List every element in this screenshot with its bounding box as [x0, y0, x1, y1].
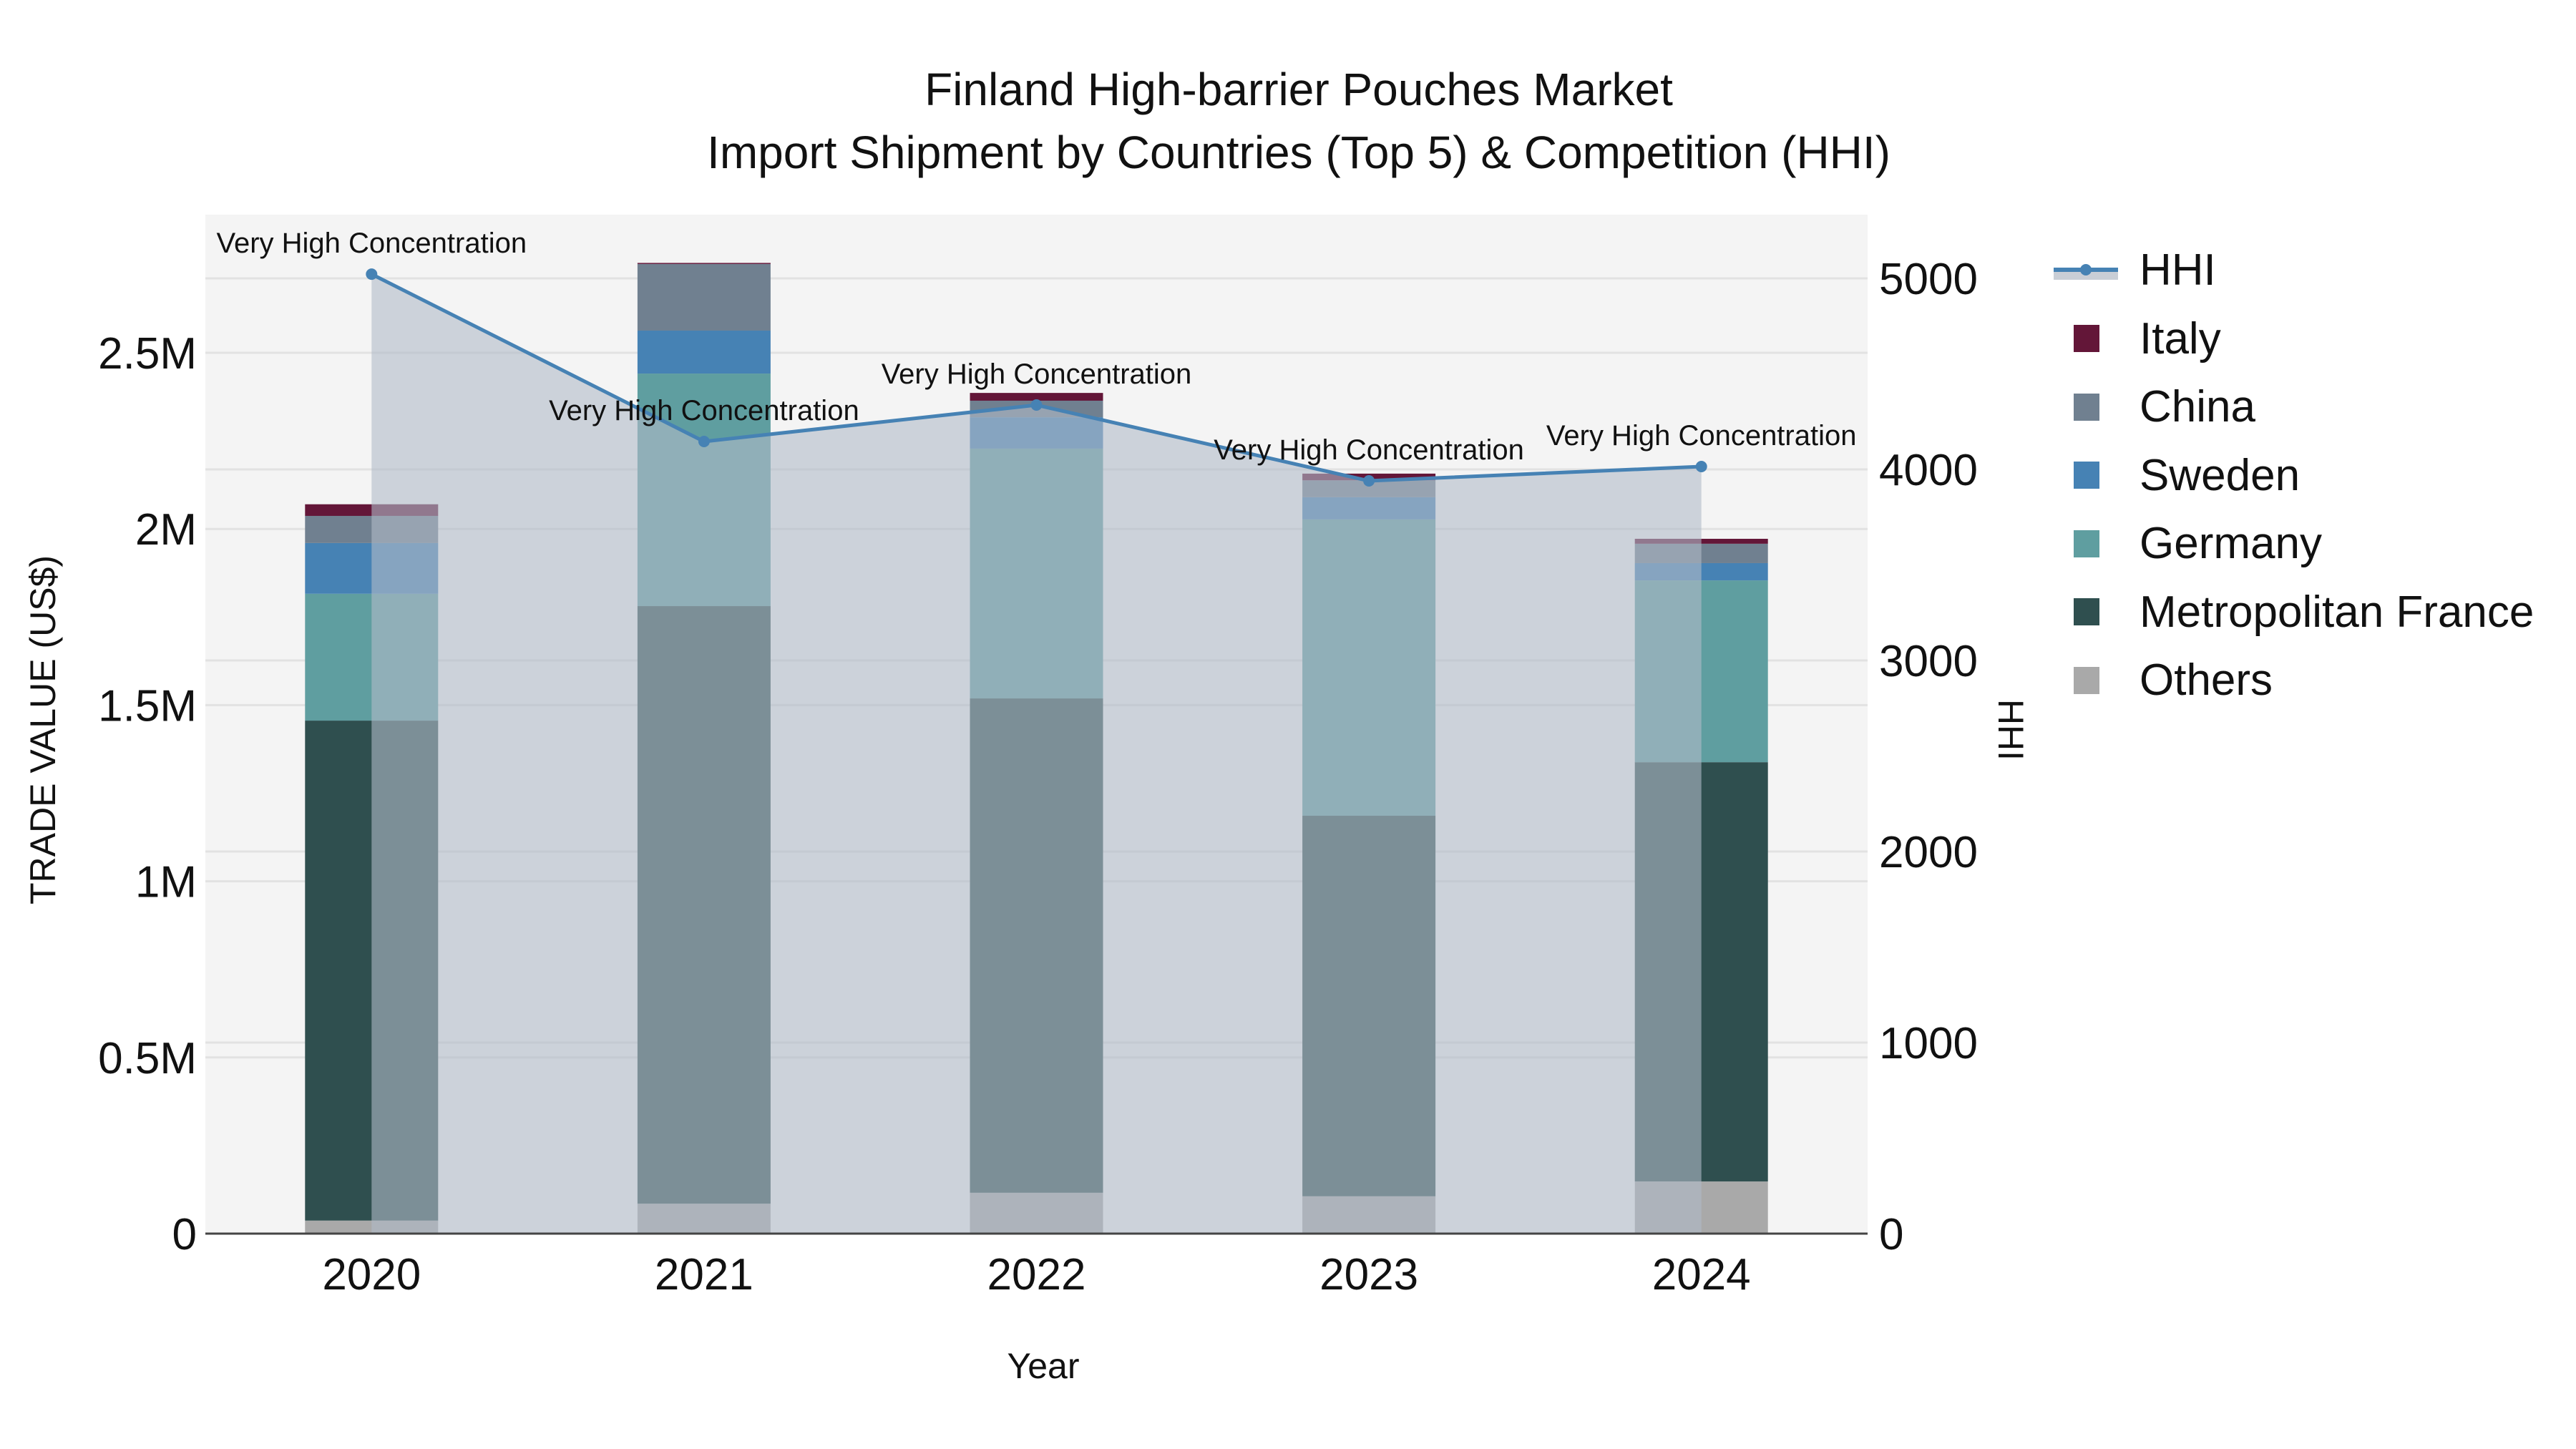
y2-tick-label: 4000 [1879, 446, 1978, 495]
hhi-point[interactable] [366, 268, 378, 280]
line-marker-icon [2054, 260, 2118, 281]
legend-item-germany[interactable]: Germany [2054, 509, 2534, 578]
legend-label: Italy [2140, 313, 2221, 364]
y-tick-label: 2M [135, 505, 197, 555]
legend-item-sweden[interactable]: Sweden [2054, 441, 2534, 510]
hhi-point[interactable] [1363, 475, 1375, 487]
hhi-point[interactable] [1695, 460, 1707, 472]
x-axis-title: Year [1007, 1346, 1080, 1386]
chart-subtitle: Import Shipment by Countries (Top 5) & C… [707, 127, 1890, 178]
y-tick-label: 1M [135, 858, 197, 907]
legend-item-hhi[interactable]: HHI [2054, 236, 2534, 305]
y2-tick-label: 3000 [1879, 637, 1978, 686]
x-tick-label: 2022 [987, 1250, 1086, 1299]
hhi-area [371, 274, 1702, 1234]
y2-tick-label: 5000 [1879, 255, 1978, 304]
x-tick-label: 2024 [1652, 1250, 1751, 1299]
legend-item-italy[interactable]: Italy [2054, 305, 2534, 374]
square-swatch-icon [2074, 530, 2099, 557]
y-axis-left-title: TRADE VALUE (US$) [23, 555, 63, 905]
legend-label: Sweden [2140, 450, 2301, 500]
legend-label: Metropolitan France [2140, 587, 2534, 637]
legend-item-others[interactable]: Others [2054, 646, 2534, 715]
y2-tick-label: 2000 [1879, 828, 1978, 877]
x-tick-label: 2020 [322, 1250, 421, 1299]
y2-tick-label: 1000 [1879, 1019, 1978, 1068]
hhi-annotation: Very High Concentration [549, 395, 859, 426]
hhi-annotation: Very High Concentration [217, 228, 527, 259]
x-tick-label: 2023 [1319, 1250, 1418, 1299]
legend-label: Germany [2140, 519, 2322, 569]
square-swatch-icon [2074, 325, 2099, 353]
bar-segment[interactable] [637, 263, 771, 331]
bar-segment[interactable] [637, 330, 771, 374]
hhi-point[interactable] [1030, 399, 1043, 411]
legend-item-china[interactable]: China [2054, 373, 2534, 441]
legend-label: Others [2140, 655, 2273, 706]
hhi-annotation: Very High Concentration [882, 358, 1192, 390]
hhi-annotation: Very High Concentration [1546, 420, 1857, 452]
hhi-point[interactable] [698, 436, 710, 448]
legend-label: HHI [2140, 245, 2216, 296]
y-axis-right-title: HHI [1991, 698, 2031, 761]
y-tick-label: 0 [172, 1210, 197, 1259]
y-tick-label: 1.5M [98, 681, 197, 731]
x-tick-label: 2021 [655, 1250, 753, 1299]
legend: HHI Italy China Sweden Germany Metropoli… [2054, 236, 2534, 715]
hhi-annotation: Very High Concentration [1214, 434, 1524, 466]
legend-item-metropolitan-france[interactable]: Metropolitan France [2054, 578, 2534, 647]
y-tick-label: 2.5M [98, 329, 197, 379]
bar-segment[interactable] [970, 393, 1103, 401]
chart-title: Finland High-barrier Pouches Market [924, 64, 1673, 115]
square-swatch-icon [2074, 462, 2099, 489]
square-swatch-icon [2074, 666, 2099, 694]
y2-tick-label: 0 [1879, 1210, 1903, 1259]
square-swatch-icon [2074, 393, 2099, 421]
legend-label: China [2140, 382, 2255, 432]
square-swatch-icon [2074, 598, 2099, 626]
y-tick-label: 0.5M [98, 1034, 197, 1083]
